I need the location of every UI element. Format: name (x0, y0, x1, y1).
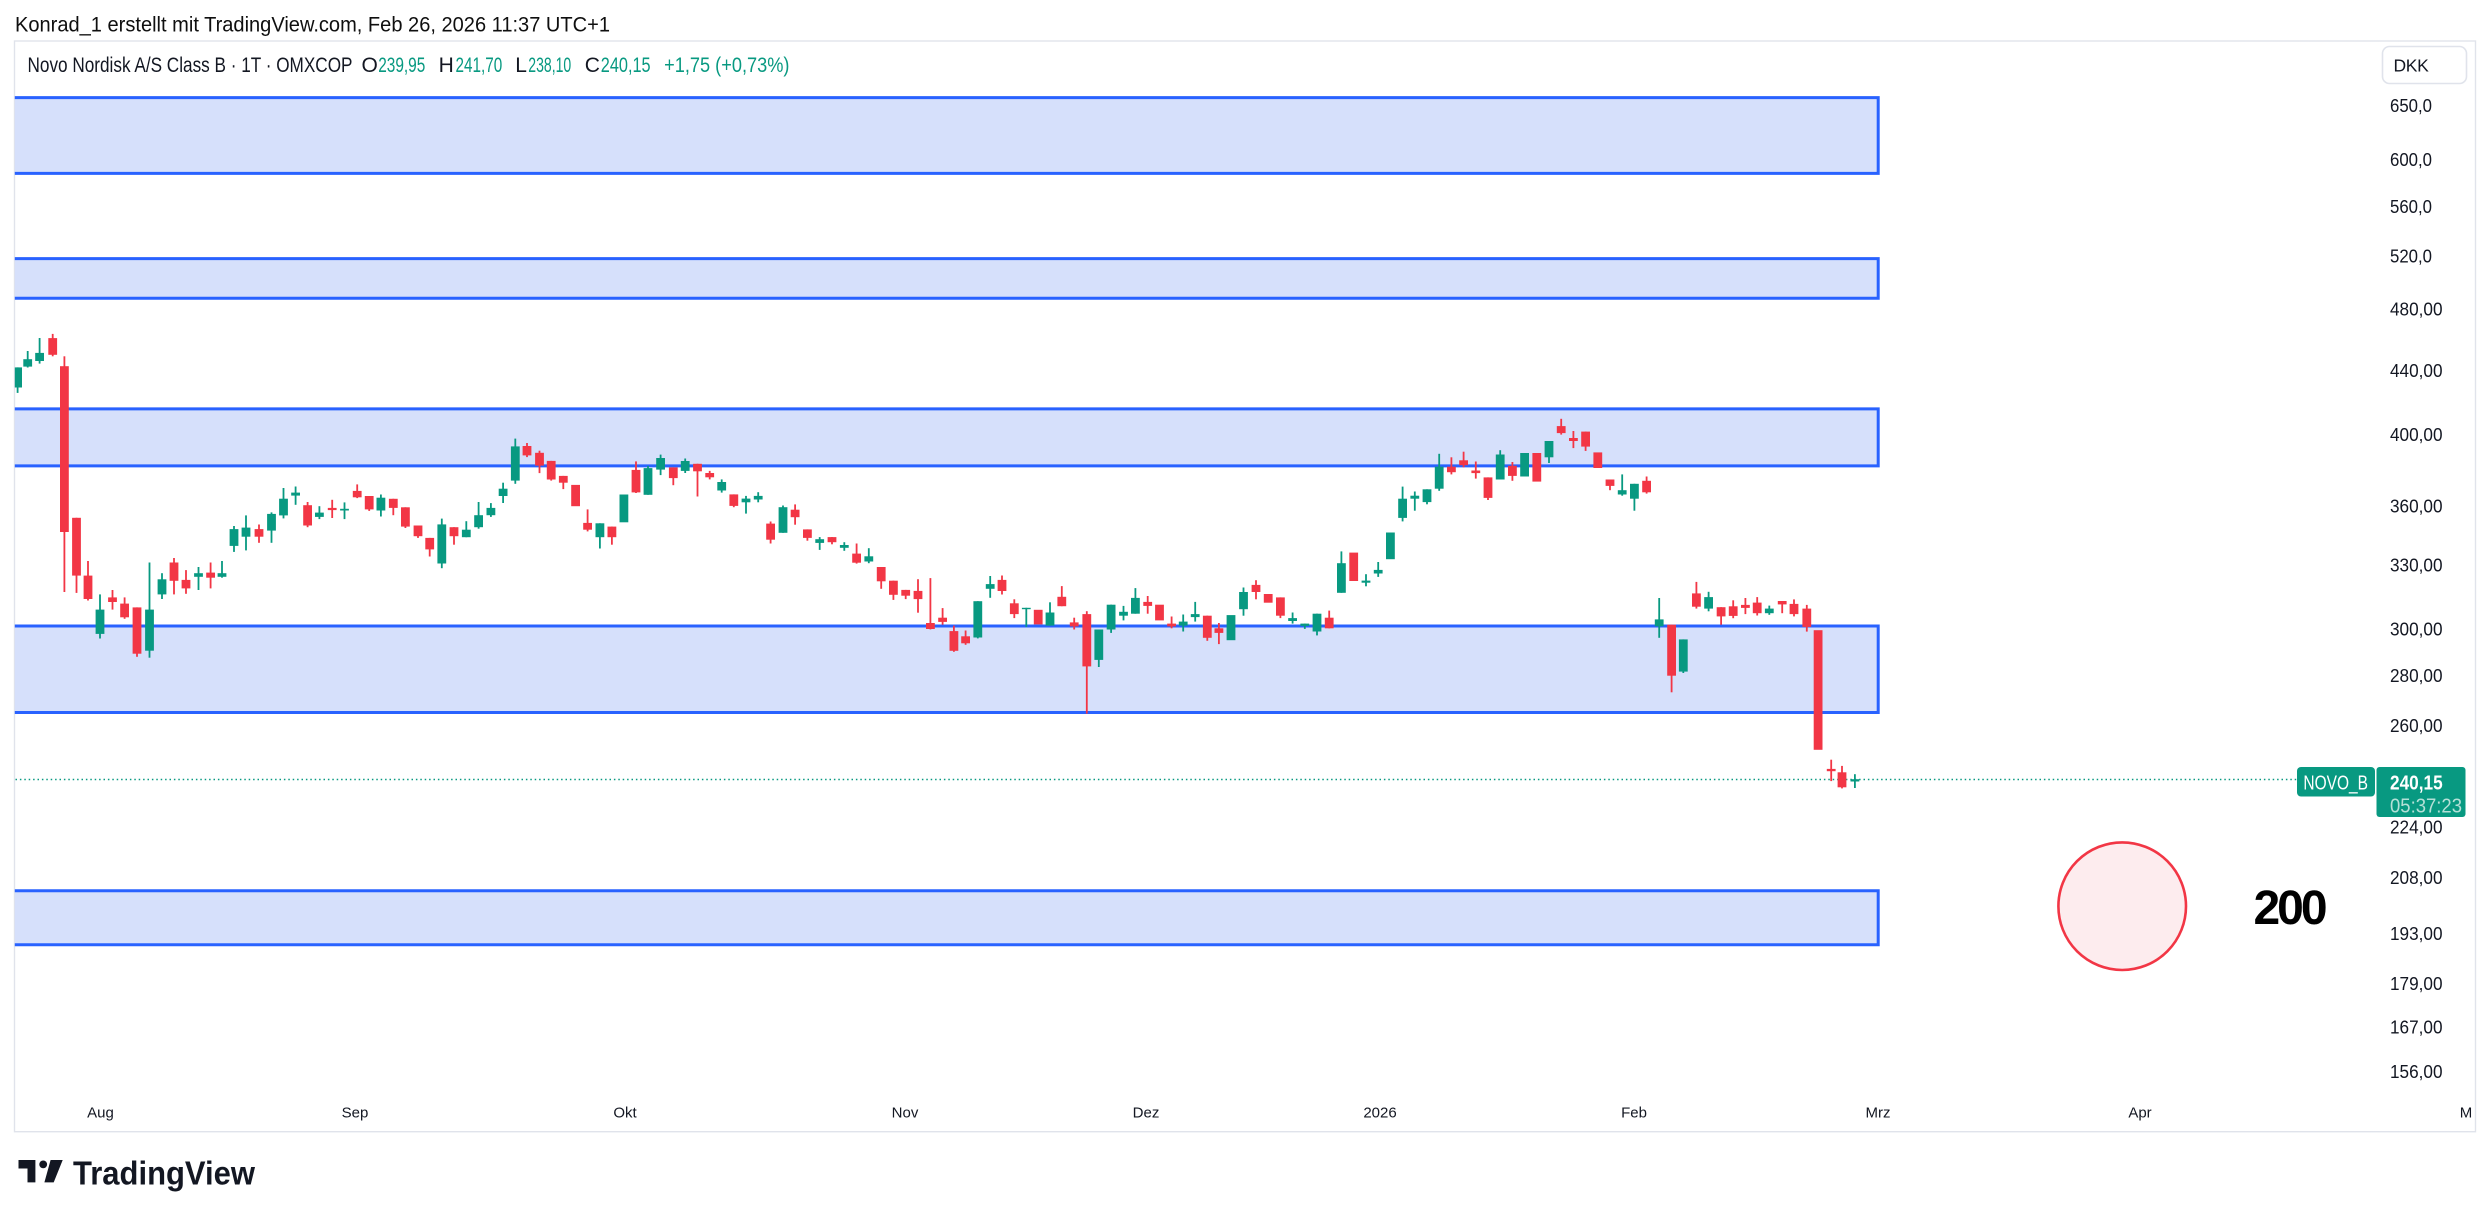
svg-text:560,0: 560,0 (2390, 196, 2432, 217)
svg-text:DKK: DKK (2393, 56, 2429, 76)
svg-text:238,10: 238,10 (528, 54, 571, 77)
svg-text:M: M (2460, 1104, 2473, 1121)
svg-text:280,00: 280,00 (2390, 665, 2443, 686)
svg-text:Feb: Feb (1621, 1104, 1647, 1121)
svg-text:193,00: 193,00 (2390, 923, 2443, 944)
svg-text:Aug: Aug (87, 1104, 114, 1121)
svg-text:L: L (515, 54, 527, 77)
svg-text:NOVO_B: NOVO_B (2303, 772, 2368, 794)
svg-text:239,95: 239,95 (378, 54, 425, 77)
svg-text:480,00: 480,00 (2390, 298, 2443, 319)
svg-text:520,0: 520,0 (2390, 245, 2432, 266)
svg-text:O: O (362, 54, 378, 77)
svg-text:224,00: 224,00 (2390, 816, 2443, 837)
svg-text:360,00: 360,00 (2390, 495, 2443, 516)
svg-text:Apr: Apr (2128, 1104, 2151, 1121)
svg-text:Okt: Okt (613, 1104, 637, 1121)
svg-text:241,70: 241,70 (456, 54, 503, 77)
svg-text:156,00: 156,00 (2390, 1061, 2443, 1082)
svg-text:240,15: 240,15 (2390, 773, 2443, 795)
svg-text:Mrz: Mrz (1866, 1104, 1891, 1121)
svg-text:240,15: 240,15 (601, 54, 651, 77)
svg-text:TradingView: TradingView (73, 1155, 255, 1192)
svg-text:260,00: 260,00 (2390, 715, 2443, 736)
svg-text:330,00: 330,00 (2390, 555, 2443, 576)
svg-text:400,00: 400,00 (2390, 424, 2443, 445)
svg-text:Novo Nordisk A/S Class B · 1T: Novo Nordisk A/S Class B · 1T · OMXCOP (28, 54, 353, 77)
svg-text:C: C (585, 54, 600, 77)
svg-text:Dez: Dez (1133, 1104, 1160, 1121)
svg-text:600,0: 600,0 (2390, 149, 2432, 170)
svg-text:650,0: 650,0 (2390, 95, 2432, 116)
svg-text:2026: 2026 (1363, 1104, 1396, 1121)
svg-text:179,00: 179,00 (2390, 973, 2443, 994)
svg-text:440,00: 440,00 (2390, 360, 2443, 381)
svg-text:H: H (439, 54, 454, 77)
svg-text:200: 200 (2253, 882, 2325, 935)
svg-text:208,00: 208,00 (2390, 867, 2443, 888)
svg-text:Sep: Sep (342, 1104, 369, 1121)
svg-text:+1,75 (+0,73%): +1,75 (+0,73%) (664, 54, 789, 77)
svg-text:167,00: 167,00 (2390, 1016, 2443, 1037)
svg-text:Nov: Nov (892, 1104, 919, 1121)
svg-text:05:37:23: 05:37:23 (2390, 796, 2462, 818)
svg-text:300,00: 300,00 (2390, 619, 2443, 640)
svg-text:Konrad_1 erstellt mit TradingV: Konrad_1 erstellt mit TradingView.com, F… (15, 13, 610, 37)
